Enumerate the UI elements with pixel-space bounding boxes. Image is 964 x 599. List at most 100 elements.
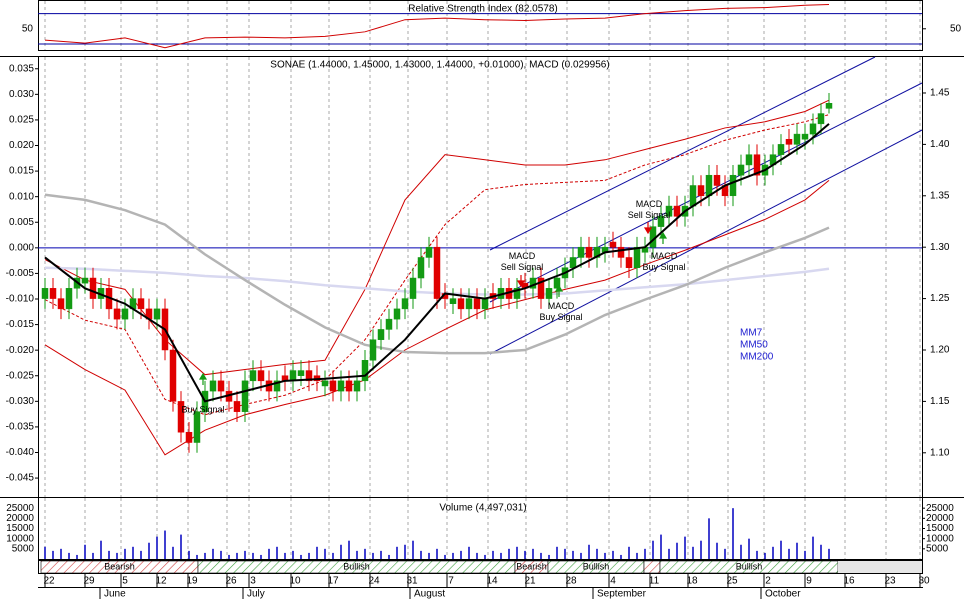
volume-bar (588, 544, 590, 559)
volume-bar (196, 554, 198, 559)
volume-bar (772, 546, 774, 559)
candle-body (513, 288, 521, 299)
volume-bar (820, 544, 822, 559)
volume-bar (220, 550, 222, 559)
annotation: MACD (509, 251, 536, 261)
y-tick-label: 0.035 (9, 63, 34, 74)
volume-bar (524, 550, 526, 559)
y-tick-label: -0.025 (6, 370, 35, 381)
candle-body (217, 380, 225, 392)
candle-body (361, 360, 369, 382)
volume-bar (300, 554, 302, 559)
candle-body (169, 349, 177, 402)
volume-bar (204, 552, 206, 559)
candle-body (569, 257, 577, 268)
candle-body (273, 380, 281, 392)
volume-bar (628, 546, 630, 559)
volume-bar (92, 552, 94, 559)
rsi-title: Relative Strength Index (82.0578) (408, 4, 558, 15)
volume-bar (164, 530, 166, 559)
y-tick-label: 10000 (6, 533, 34, 544)
y-tick-label: 15000 (6, 523, 34, 534)
y-tick-label: -0.035 (6, 422, 35, 433)
candle-body (481, 298, 489, 310)
x-tick-label: 28 (565, 576, 577, 587)
price-panel (38, 56, 923, 498)
regime-label: Bearish (516, 561, 547, 571)
volume-bar (308, 552, 310, 559)
x-tick-label: 9 (806, 576, 812, 587)
y-tick-label: -0.045 (6, 473, 35, 484)
candle-body (137, 298, 145, 310)
volume-bar (116, 552, 118, 559)
volume-bar (268, 548, 270, 559)
candle-body (825, 103, 833, 109)
price-title: SONAE (1.44000, 1.45000, 1.43000, 1.4400… (270, 60, 609, 71)
volume-bar (396, 546, 398, 559)
volume-bar (100, 540, 102, 559)
candle-body (473, 298, 481, 310)
volume-bar (564, 548, 566, 559)
signal-arrow (643, 222, 653, 235)
regime-label: Bullish (583, 561, 610, 571)
month-label: September (597, 589, 647, 599)
y2-tick-label: 15000 (926, 523, 954, 534)
grid (44, 1, 921, 559)
volume-bar (324, 548, 326, 559)
volume-bar (644, 548, 646, 559)
candle-body (49, 288, 57, 299)
x-tick-label: 2 (765, 576, 771, 587)
annotation: MACD (548, 301, 575, 311)
candle-body (57, 298, 65, 310)
candle-body (777, 144, 785, 155)
candle-body (81, 277, 89, 284)
regime-label: Bearish (104, 561, 135, 571)
volume-bar (492, 550, 494, 559)
x-tick-label: 31 (406, 576, 418, 587)
volume-bar (132, 546, 134, 559)
x-tick-label: 11 (649, 576, 660, 587)
y2-tick-label: 1.35 (930, 190, 950, 201)
candle-body (241, 380, 249, 412)
legend-entry: MM50 (740, 340, 768, 351)
candle-body (113, 308, 121, 320)
y2-tick-label: 25000 (926, 503, 954, 514)
signal-arrow (658, 231, 668, 244)
signal-arrow (554, 284, 564, 297)
candle-body (465, 298, 473, 310)
candle-body (697, 185, 705, 197)
candle-body (121, 308, 129, 320)
annotation: Buy Signal (642, 262, 685, 272)
candle-body (545, 288, 553, 299)
candle-body (353, 380, 361, 392)
candle-body (665, 205, 673, 217)
candle-body (673, 205, 681, 217)
y-tick-label: 0.005 (9, 217, 34, 228)
volume-bar (468, 546, 470, 559)
candle-body (633, 246, 641, 268)
candle-body (449, 298, 457, 304)
y-tick-label: 0.030 (9, 89, 34, 100)
volume-bar (436, 548, 438, 559)
volume-bar (388, 554, 390, 559)
volume-bar (796, 542, 798, 559)
regime-label: Bullish (736, 561, 763, 571)
volume-bar (692, 546, 694, 559)
volume-bar (756, 550, 758, 559)
volume-bar (260, 554, 262, 559)
moving-average (44, 123, 830, 403)
month-label: October (765, 589, 801, 599)
candle-body (393, 308, 401, 320)
legend-entry: MM200 (740, 352, 774, 363)
candle-body (233, 401, 241, 412)
volume-bar (532, 548, 534, 559)
y2-tick-label: 1.40 (930, 139, 950, 150)
volume-bar (236, 552, 238, 559)
volume-bar (348, 540, 350, 559)
candle-body (249, 370, 257, 382)
candle-body (369, 339, 377, 361)
candle-body (321, 380, 329, 387)
volume-bar (516, 546, 518, 559)
volume-bar (700, 540, 702, 559)
